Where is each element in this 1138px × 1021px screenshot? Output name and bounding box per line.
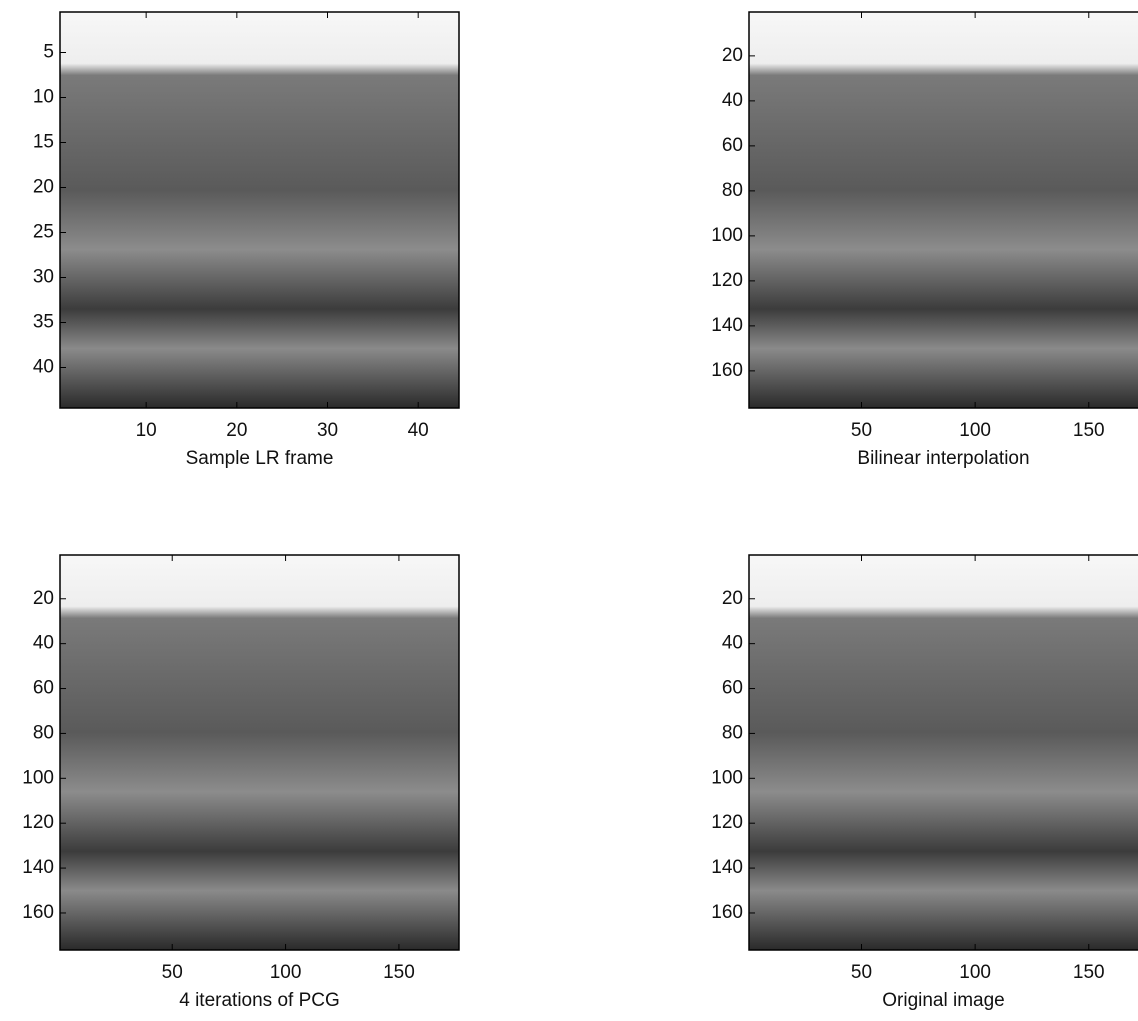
- y-tick-label: 160: [22, 902, 54, 923]
- y-tick-label: 60: [722, 135, 743, 156]
- y-tick-label: 25: [33, 222, 54, 243]
- x-tick-label: 40: [408, 420, 429, 441]
- y-tick-label: 140: [711, 857, 743, 878]
- x-tick-label: 50: [162, 962, 183, 983]
- y-tick-label: 120: [22, 812, 54, 833]
- x-tick-label: 150: [1073, 962, 1105, 983]
- x-axis-label: Sample LR frame: [186, 448, 334, 469]
- x-tick-label: 20: [226, 420, 247, 441]
- y-tick-label: 15: [33, 132, 54, 153]
- x-tick-label: 30: [317, 420, 338, 441]
- x-tick-label: 50: [851, 420, 872, 441]
- x-tick-label: 100: [959, 420, 991, 441]
- y-tick-label: 140: [711, 315, 743, 336]
- y-tick-label: 20: [33, 588, 54, 609]
- y-tick-label: 120: [711, 812, 743, 833]
- image: [749, 555, 1138, 950]
- y-tick-label: 80: [722, 722, 743, 743]
- y-tick-label: 20: [722, 588, 743, 609]
- y-tick-label: 80: [722, 180, 743, 201]
- x-tick-label: 50: [851, 962, 872, 983]
- y-tick-label: 60: [722, 678, 743, 699]
- y-tick-label: 160: [711, 902, 743, 923]
- y-tick-label: 40: [722, 633, 743, 654]
- x-axis-label: Original image: [882, 990, 1005, 1011]
- x-tick-label: 100: [270, 962, 302, 983]
- y-tick-label: 160: [711, 360, 743, 381]
- y-tick-label: 35: [33, 312, 54, 333]
- x-tick-label: 10: [136, 420, 157, 441]
- x-axis-label: Bilinear interpolation: [857, 448, 1029, 469]
- figure: 10 20 30 40 5 10 15 20 25 30 35 40 Sample LR frame 50…: [0, 0, 1138, 1021]
- y-tick-label: 40: [33, 357, 54, 378]
- image: [60, 12, 459, 408]
- x-tick-label: 100: [959, 962, 991, 983]
- y-tick-label: 60: [33, 678, 54, 699]
- image: [60, 555, 459, 950]
- image: [749, 12, 1138, 408]
- y-tick-label: 20: [722, 45, 743, 66]
- y-tick-label: 5: [43, 42, 54, 63]
- y-tick-label: 40: [722, 90, 743, 111]
- y-tick-label: 140: [22, 857, 54, 878]
- y-tick-label: 30: [33, 267, 54, 288]
- y-tick-label: 80: [33, 722, 54, 743]
- y-tick-label: 100: [711, 225, 743, 246]
- x-tick-label: 150: [383, 962, 415, 983]
- y-tick-label: 40: [33, 633, 54, 654]
- y-tick-label: 100: [711, 767, 743, 788]
- y-tick-label: 120: [711, 270, 743, 291]
- y-tick-label: 100: [22, 767, 54, 788]
- y-tick-label: 10: [33, 87, 54, 108]
- y-tick-label: 20: [33, 177, 54, 198]
- x-tick-label: 150: [1073, 420, 1105, 441]
- x-axis-label: 4 iterations of PCG: [179, 990, 340, 1011]
